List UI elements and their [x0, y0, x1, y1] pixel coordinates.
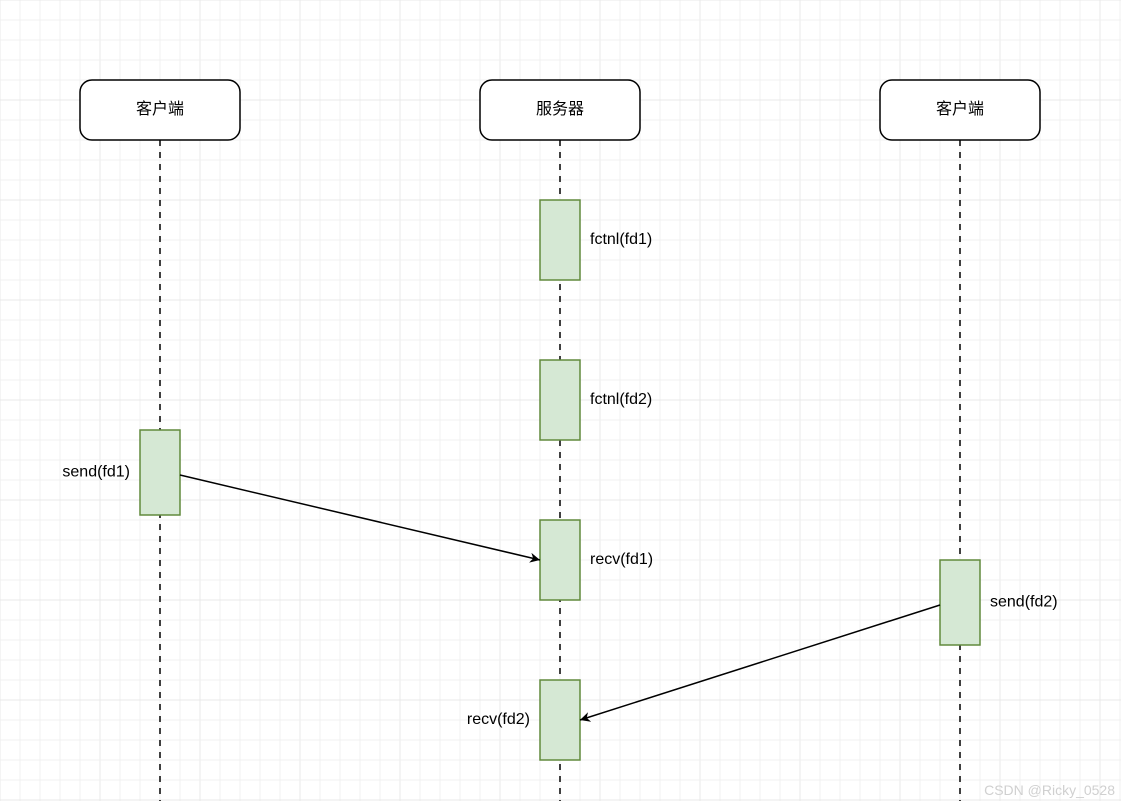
act-send2-label: send(fd2) — [990, 594, 1058, 611]
act-send1-label: send(fd1) — [62, 464, 130, 481]
act-fctnl2 — [540, 360, 580, 440]
actors: 客户端 服务器 客户端 — [80, 80, 1040, 140]
act-fctnl1 — [540, 200, 580, 280]
act-send2 — [940, 560, 980, 645]
act-fctnl2-label: fctnl(fd2) — [590, 391, 652, 408]
diagram-canvas: 客户端 服务器 客户端 fctnl(fd1) fctnl(fd2) send(fd1) r… — [0, 0, 1121, 801]
actor-label-client1: 客户端 — [136, 100, 184, 118]
act-recv2 — [540, 680, 580, 760]
actor-label-client2: 客户端 — [936, 100, 984, 118]
actor-label-server: 服务器 — [536, 100, 584, 118]
sequence-diagram-svg: 客户端 服务器 客户端 fctnl(fd1) fctnl(fd2) send(fd1) r… — [0, 0, 1121, 801]
act-recv2-label: recv(fd2) — [467, 711, 530, 728]
act-fctnl1-label: fctnl(fd1) — [590, 231, 652, 248]
act-send1 — [140, 430, 180, 515]
act-recv1 — [540, 520, 580, 600]
watermark: CSDN @Ricky_0528 — [984, 782, 1115, 798]
act-recv1-label: recv(fd1) — [590, 551, 653, 568]
